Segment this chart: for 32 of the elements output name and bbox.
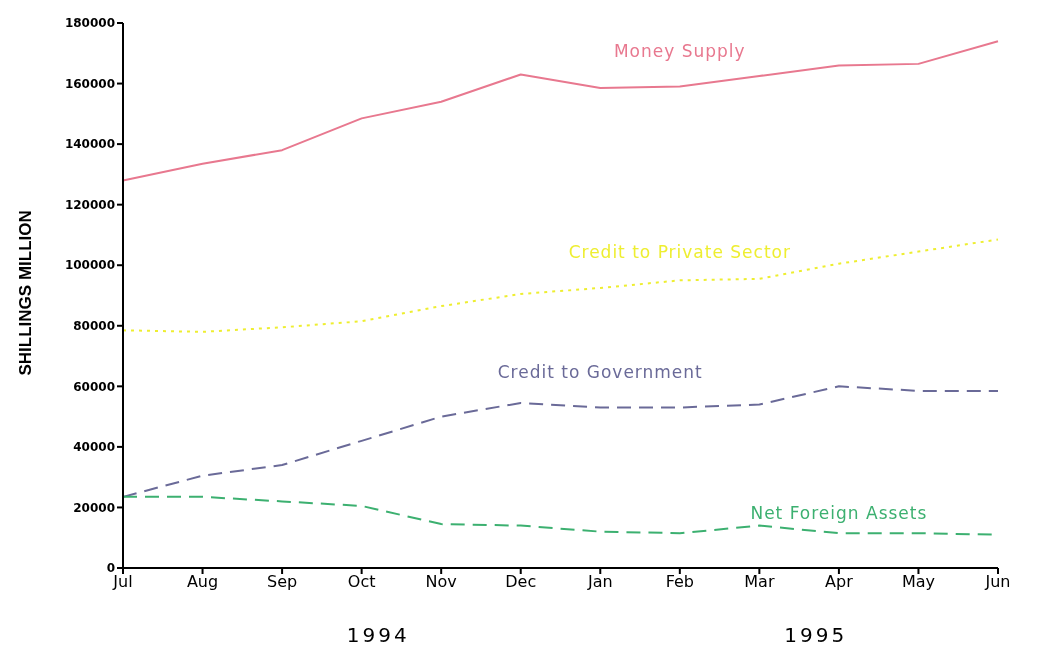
y-tick-label: 40000 bbox=[73, 440, 115, 455]
series-label: Credit to Government bbox=[497, 361, 703, 382]
series-label: Money Supply bbox=[613, 40, 746, 61]
y-tick-label: 20000 bbox=[73, 500, 115, 515]
y-tick-label: 180000 bbox=[64, 16, 115, 31]
x-tick-label: Jul bbox=[112, 572, 133, 592]
x-tick-label: Dec bbox=[505, 572, 537, 592]
y-tick-label: 160000 bbox=[64, 76, 115, 91]
y-tick-label: 100000 bbox=[64, 258, 115, 273]
y-tick-label: 60000 bbox=[73, 379, 115, 394]
series-label: Credit to Private Sector bbox=[568, 242, 791, 263]
y-axis-title: SHILLINGS MILLION bbox=[16, 210, 36, 376]
y-tick-label: 120000 bbox=[64, 197, 115, 212]
x-tick-label: Apr bbox=[825, 572, 854, 592]
line-series bbox=[122, 40, 999, 182]
y-tick-label: 0 bbox=[106, 561, 115, 576]
line-series bbox=[122, 385, 999, 498]
y-tick-label: 140000 bbox=[64, 137, 115, 152]
x-tick-label: Sep bbox=[267, 572, 298, 592]
series-label: Net Foreign Assets bbox=[750, 503, 928, 524]
line-series bbox=[122, 238, 999, 333]
text: 1995 bbox=[783, 623, 849, 647]
y-tick-label: 80000 bbox=[73, 319, 115, 334]
x-tick-label: Aug bbox=[186, 572, 219, 592]
x-tick-label: Oct bbox=[347, 572, 376, 592]
x-tick-label: May bbox=[901, 572, 935, 592]
text: 1994 bbox=[345, 623, 411, 647]
x-tick-label: Jan bbox=[586, 572, 613, 592]
x-tick-label: Feb bbox=[665, 572, 694, 592]
x-tick-label: Mar bbox=[744, 572, 775, 592]
x-tick-label: Nov bbox=[425, 572, 457, 592]
x-tick-label: Jun bbox=[984, 572, 1011, 592]
